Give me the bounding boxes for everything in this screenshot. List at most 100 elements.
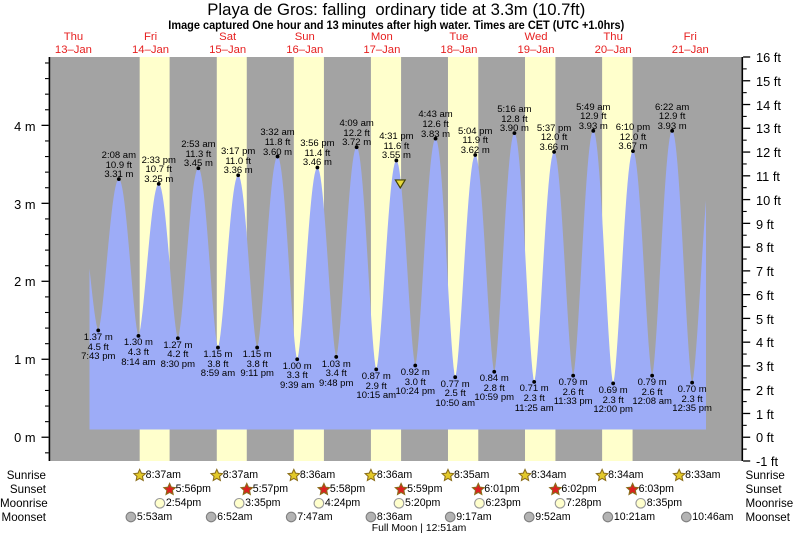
tide-extreme-dot [354, 145, 359, 150]
moonrise-icon [313, 497, 325, 509]
low-ft: 4.2 ft [167, 349, 189, 361]
low-ft: 2.5 ft [444, 388, 466, 400]
sunrise-star-icon [595, 468, 610, 482]
high-time: 6:22 am [654, 101, 690, 113]
low-ft: 2.6 ft [641, 386, 663, 398]
day-date: 14–Jan [132, 44, 170, 57]
tide-annotation-high: 2:08 am 10.9 ft 3.31 m [102, 151, 136, 180]
day-date: 15–Jan [209, 44, 247, 57]
title-text: Playa de Gros: falling ordinary tide at … [207, 0, 586, 19]
tide-extreme-dot [394, 158, 399, 163]
low-ft: 2.3 ft [681, 393, 703, 405]
high-time: 6:10 pm [615, 121, 651, 133]
tide-extreme-dot [650, 373, 655, 378]
low-time: 8:59 am [200, 368, 236, 380]
tide-annotation-low: 1.00 m 3.3 ft 9:39 am [280, 362, 314, 391]
high-ft: 12.2 ft [343, 127, 370, 139]
low-m: 1.03 m [321, 358, 351, 370]
y-right-label: 10 ft [756, 192, 781, 208]
day-label: Sun 16–Jan [286, 31, 323, 57]
y-right-label: 6 ft [756, 287, 774, 303]
tide-annotation-low: 1.27 m 4.2 ft 8:30 pm [161, 341, 195, 370]
tide-extreme-dot [571, 373, 576, 378]
low-time: 12:00 pm [593, 404, 633, 416]
astro-row-label-sunset-right: Sunset [745, 483, 782, 496]
tide-annotation-high: 2:53 am 11.3 ft 3.45 m [181, 140, 215, 169]
sunrise-time: 8:36am [376, 469, 413, 481]
high-time: 5:37 pm [536, 122, 572, 134]
high-m: 3.90 m [499, 123, 529, 135]
low-ft: 2.8 ft [483, 382, 505, 394]
low-time: 10:59 pm [474, 392, 515, 404]
low-m: 0.92 m [400, 367, 430, 379]
sunrise-star-icon [286, 468, 301, 482]
low-time: 12:35 pm [672, 403, 712, 415]
astro-row-label-moonrise-left: Moonrise [0, 496, 48, 510]
high-m: 3.45 m [183, 158, 213, 170]
sunset-time: 6:03pm [638, 483, 674, 495]
high-time: 4:43 am [418, 109, 453, 121]
y-right-label: 11 ft [756, 169, 780, 185]
day-name: Sun [294, 31, 315, 43]
astro-row-label-moonset-left: Moonset [1, 510, 46, 524]
sunrise-star-icon [132, 468, 147, 482]
page-subtitle: Image captured One hour and 13 minutes a… [0, 20, 793, 32]
high-m: 3.46 m [302, 157, 332, 169]
high-ft: 12.9 ft [580, 111, 607, 123]
high-m: 3.93 m [578, 120, 608, 132]
high-time: 2:53 am [181, 139, 216, 151]
tide-annotation-low: 0.79 m 2.6 ft 11:33 pm [554, 378, 593, 407]
low-time: 10:24 pm [395, 386, 436, 398]
low-time: 10:50 am [435, 397, 475, 409]
day-label: Sat 15–Jan [209, 31, 246, 57]
tide-extreme-dot [334, 355, 339, 359]
y-left-label: 0 m [14, 430, 36, 446]
tide-extreme-dot [433, 136, 438, 141]
tide-extreme-dot [473, 153, 478, 157]
low-m: 1.15 m [242, 349, 272, 361]
moonrise-time: 7:28pm [566, 496, 602, 509]
sunset-time: 5:57pm [252, 483, 289, 495]
tide-annotation-high: 6:22 am 12.9 ft 3.93 m [655, 103, 689, 132]
tide-extreme-dot [492, 369, 497, 374]
moonset-icon [444, 511, 456, 523]
low-m: 1.37 m [83, 332, 113, 344]
high-time: 5:49 am [576, 101, 611, 113]
tide-extreme-dot [255, 345, 260, 350]
sunset-time: 6:02pm [561, 483, 597, 495]
moonrise-time: 8:35pm [646, 496, 683, 509]
tide-extreme-dot [532, 379, 537, 384]
moonset-time: 8:36am [376, 510, 413, 523]
page-title: Playa de Gros: falling ordinary tide at … [0, 1, 793, 18]
sunset-star-icon [316, 482, 331, 496]
tide-annotation-high: 5:04 pm 11.9 ft 3.62 m [458, 127, 492, 156]
sunrise-time: 8:37am [145, 469, 182, 481]
day-name: Sat [219, 31, 237, 43]
moonrise-icon [474, 497, 485, 509]
moonrise-icon [233, 497, 245, 509]
moonrise-time: 2:54pm [165, 496, 202, 509]
sunrise-time: 8:35am [453, 469, 490, 481]
y-axis-left-line [48, 57, 51, 461]
tide-extreme-dot [670, 128, 675, 133]
high-ft: 11.0 ft [225, 155, 252, 167]
y-left-label: 2 m [14, 274, 36, 290]
sunrise-time: 8:34am [608, 469, 644, 481]
low-m: 1.15 m [203, 349, 233, 361]
sunrise-time: 8:36am [299, 469, 336, 481]
tide-extreme-dot [374, 367, 379, 372]
low-ft: 3.3 ft [286, 370, 308, 382]
day-date: 20–Jan [594, 44, 632, 57]
low-m: 1.00 m [282, 360, 312, 372]
tide-extreme-dot [196, 166, 201, 171]
day-date: 18–Jan [440, 44, 478, 57]
tide-annotation-high: 3:56 pm 11.4 ft 3.46 m [300, 139, 334, 168]
moonrise-icon [554, 497, 566, 509]
low-time: 10:15 am [356, 390, 397, 402]
moonset-icon [365, 511, 377, 523]
tide-extreme-dot [315, 165, 320, 170]
high-time: 4:09 am [339, 118, 374, 130]
y-right-label: 9 ft [756, 216, 774, 232]
tide-annotation-high: 4:43 am 12.6 ft 3.83 m [418, 110, 452, 139]
